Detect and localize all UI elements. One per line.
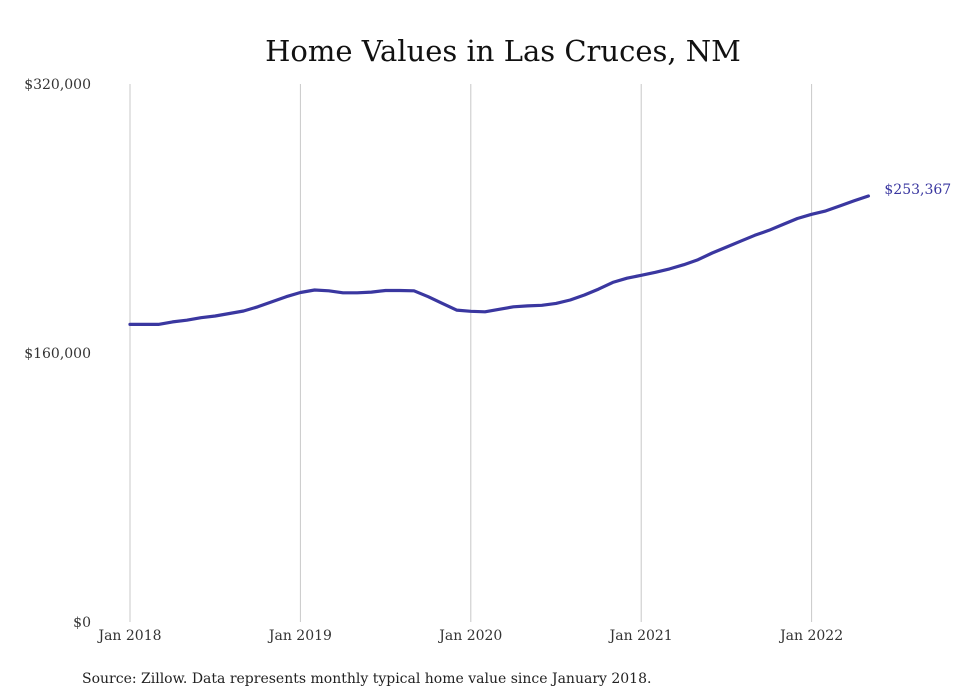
y-tick-label: $160,000: [24, 346, 91, 362]
grid-lines: [129, 84, 813, 622]
x-tick-label: Jan 2021: [608, 628, 673, 644]
x-tick-label: Jan 2020: [437, 628, 502, 644]
end-value-label: $253,367: [884, 182, 951, 198]
x-axis-ticks: Jan 2018 Jan 2019 Jan 2020 Jan 2021 Jan 2022: [96, 628, 843, 644]
x-tick-label: Jan 2019: [267, 628, 332, 644]
x-tick-label: Jan 2018: [96, 628, 161, 644]
chart-title: Home Values in Las Cruces, NM: [265, 34, 741, 68]
y-tick-label: $0: [73, 615, 91, 631]
source-note: Source: Zillow. Data represents monthly …: [82, 671, 651, 687]
home-value-line: [128, 194, 870, 326]
y-tick-label: $320,000: [24, 77, 91, 93]
y-axis-ticks: $320,000 $160,000 $0: [24, 77, 91, 631]
x-tick-label: Jan 2022: [778, 628, 843, 644]
